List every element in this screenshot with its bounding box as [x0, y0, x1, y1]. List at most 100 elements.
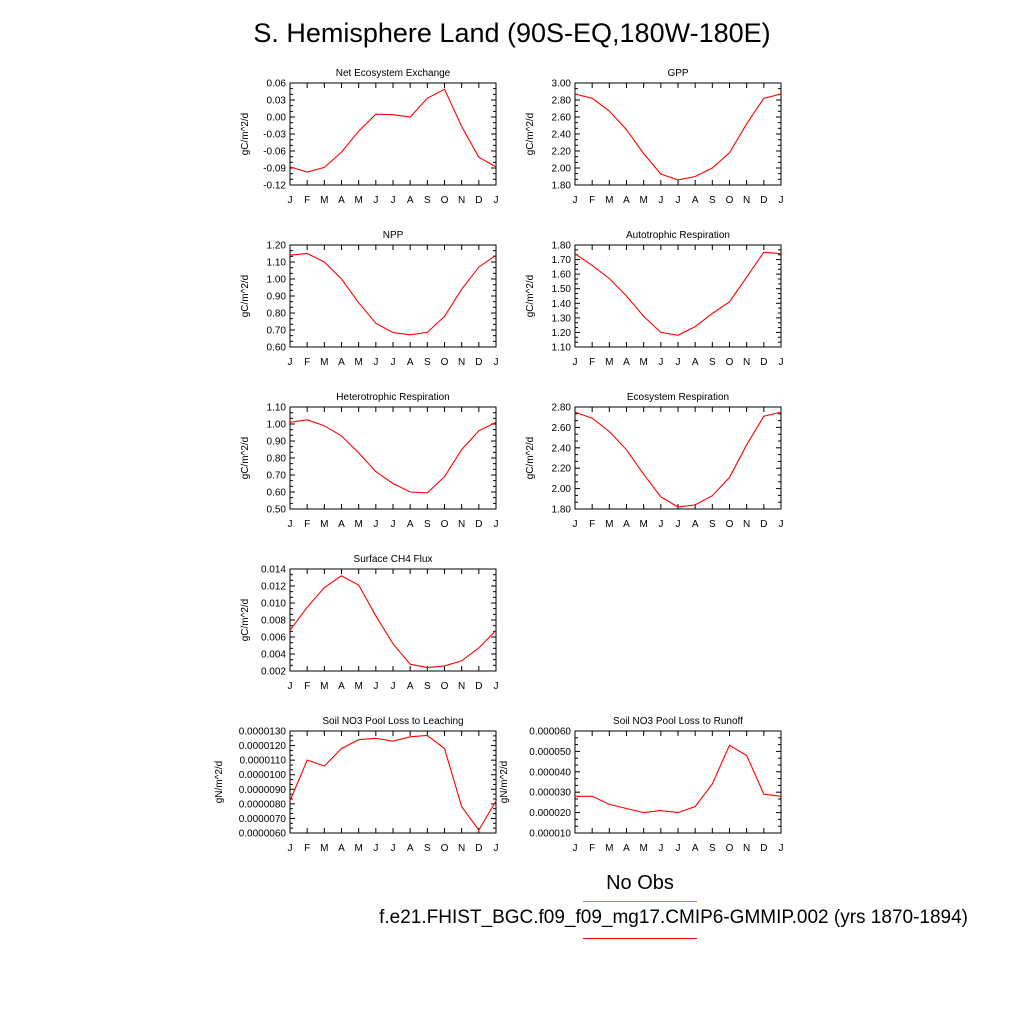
y-tick-label: 0.0000070 — [239, 814, 287, 825]
y-tick-label: 0.008 — [261, 616, 286, 627]
y-tick-label: 0.000030 — [529, 788, 571, 799]
y-tick-label: 2.40 — [552, 443, 572, 454]
x-tick-label: A — [407, 195, 414, 206]
y-tick-label: 0.0000090 — [239, 785, 287, 796]
plot-frame — [574, 730, 782, 834]
x-tick-label: F — [304, 843, 310, 854]
x-tick-label: D — [475, 681, 482, 692]
y-tick-label: 0.80 — [267, 309, 287, 320]
x-tick-label: J — [391, 681, 396, 692]
x-tick-label: M — [605, 357, 613, 368]
y-tick-label: 2.80 — [552, 403, 572, 414]
y-tick-label: 2.00 — [552, 484, 572, 495]
x-tick-label: J — [676, 195, 681, 206]
x-tick-label: J — [494, 519, 499, 530]
x-tick-label: N — [743, 843, 750, 854]
x-tick-label: J — [573, 357, 578, 368]
y-tick-label: 1.80 — [552, 241, 572, 252]
y-tick-label: 1.80 — [552, 181, 572, 192]
y-tick-label: 0.012 — [261, 582, 286, 593]
x-tick-label: A — [338, 195, 345, 206]
y-tick-label: 0.004 — [261, 650, 286, 661]
x-tick-label: D — [760, 519, 767, 530]
x-tick-label: M — [354, 357, 362, 368]
y-tick-label: 0.014 — [261, 565, 286, 576]
x-tick-label: D — [760, 357, 767, 368]
x-tick-label: M — [354, 195, 362, 206]
x-tick-label: M — [320, 357, 328, 368]
x-tick-label: J — [494, 195, 499, 206]
x-tick-label: A — [623, 357, 630, 368]
y-axis-label: gC/m^2/d — [525, 437, 536, 480]
y-tick-label: 1.70 — [552, 255, 572, 266]
chart-title: Ecosystem Respiration — [627, 392, 729, 403]
y-tick-label: 2.40 — [552, 130, 572, 141]
x-tick-label: J — [288, 357, 293, 368]
chart-panel: Ecosystem Respiration 1.80 2.00 2.20 2.40 2.6… — [525, 392, 784, 530]
y-tick-label: 0.80 — [267, 454, 287, 465]
series-line — [574, 411, 782, 508]
y-tick-label: 0.90 — [267, 292, 287, 303]
x-tick-label: J — [373, 843, 378, 854]
plot-frame — [289, 406, 497, 510]
y-tick-label: 0.03 — [267, 96, 287, 107]
x-tick-label: A — [407, 357, 414, 368]
y-axis-label: gC/m^2/d — [240, 113, 251, 156]
series-line — [289, 734, 497, 832]
x-tick-label: D — [475, 195, 482, 206]
x-tick-label: O — [441, 519, 449, 530]
x-tick-label: O — [726, 195, 734, 206]
x-tick-label: M — [354, 681, 362, 692]
x-tick-label: S — [424, 519, 431, 530]
x-tick-label: J — [373, 519, 378, 530]
y-tick-label: 2.60 — [552, 113, 572, 124]
y-tick-label: 3.00 — [552, 79, 572, 90]
x-tick-label: S — [424, 195, 431, 206]
x-tick-label: F — [304, 519, 310, 530]
x-tick-label: M — [320, 519, 328, 530]
y-axis-label: gC/m^2/d — [525, 275, 536, 318]
plot-frame — [574, 244, 782, 348]
y-tick-label: 0.0000120 — [239, 741, 287, 752]
x-tick-label: M — [320, 681, 328, 692]
x-tick-label: J — [373, 195, 378, 206]
y-tick-label: 2.20 — [552, 464, 572, 475]
y-tick-label: 0.000040 — [529, 767, 571, 778]
x-tick-label: J — [658, 519, 663, 530]
x-tick-label: J — [391, 843, 396, 854]
x-tick-label: M — [320, 195, 328, 206]
y-tick-label: 0.0000060 — [239, 829, 287, 840]
x-tick-label: O — [726, 357, 734, 368]
x-tick-label: N — [458, 843, 465, 854]
series-line — [574, 251, 782, 336]
x-tick-label: M — [354, 519, 362, 530]
x-tick-label: A — [407, 843, 414, 854]
plot-frame — [574, 82, 782, 186]
series-line — [289, 419, 497, 494]
x-tick-label: J — [779, 843, 784, 854]
y-tick-label: 0.000050 — [529, 747, 571, 758]
y-tick-label: 2.20 — [552, 147, 572, 158]
y-tick-label: -0.03 — [263, 130, 286, 141]
chart-title: Surface CH4 Flux — [354, 554, 433, 565]
y-tick-label: 0.0000080 — [239, 799, 287, 810]
y-tick-label: 0.000020 — [529, 808, 571, 819]
x-tick-label: F — [304, 357, 310, 368]
x-tick-label: D — [475, 357, 482, 368]
x-tick-label: J — [391, 195, 396, 206]
y-tick-label: 1.50 — [552, 284, 572, 295]
x-tick-label: J — [288, 519, 293, 530]
y-tick-label: 1.10 — [267, 258, 287, 269]
chart-title: Autotrophic Respiration — [626, 230, 730, 241]
y-axis-label: gC/m^2/d — [240, 437, 251, 480]
y-axis-label: gN/m^2/d — [214, 761, 225, 804]
legend-obs-line — [583, 901, 697, 902]
y-tick-label: 1.40 — [552, 299, 572, 310]
x-tick-label: M — [639, 519, 647, 530]
x-tick-label: A — [692, 357, 699, 368]
y-axis-label: gN/m^2/d — [499, 761, 510, 804]
y-tick-label: 0.0000110 — [239, 756, 286, 767]
plot-frame — [289, 82, 497, 186]
x-tick-label: D — [475, 519, 482, 530]
